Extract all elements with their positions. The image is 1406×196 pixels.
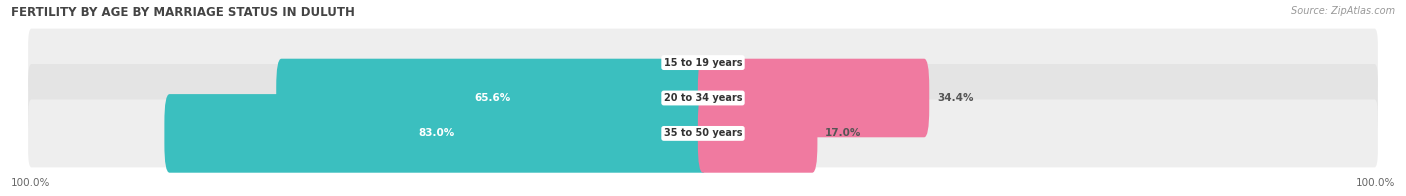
- Text: 100.0%: 100.0%: [1355, 178, 1395, 188]
- Text: 0.0%: 0.0%: [716, 58, 745, 68]
- FancyBboxPatch shape: [28, 64, 1378, 132]
- FancyBboxPatch shape: [697, 94, 817, 173]
- Text: 35 to 50 years: 35 to 50 years: [664, 128, 742, 138]
- FancyBboxPatch shape: [165, 94, 709, 173]
- FancyBboxPatch shape: [28, 29, 1378, 97]
- Text: FERTILITY BY AGE BY MARRIAGE STATUS IN DULUTH: FERTILITY BY AGE BY MARRIAGE STATUS IN D…: [11, 6, 356, 19]
- Text: 34.4%: 34.4%: [936, 93, 973, 103]
- FancyBboxPatch shape: [28, 99, 1378, 167]
- Text: 0.0%: 0.0%: [661, 58, 690, 68]
- Text: Source: ZipAtlas.com: Source: ZipAtlas.com: [1291, 6, 1395, 16]
- FancyBboxPatch shape: [697, 59, 929, 137]
- Text: 20 to 34 years: 20 to 34 years: [664, 93, 742, 103]
- Text: 65.6%: 65.6%: [474, 93, 510, 103]
- Text: 83.0%: 83.0%: [418, 128, 454, 138]
- Text: 17.0%: 17.0%: [825, 128, 862, 138]
- FancyBboxPatch shape: [276, 59, 709, 137]
- Text: 15 to 19 years: 15 to 19 years: [664, 58, 742, 68]
- Text: 100.0%: 100.0%: [11, 178, 51, 188]
